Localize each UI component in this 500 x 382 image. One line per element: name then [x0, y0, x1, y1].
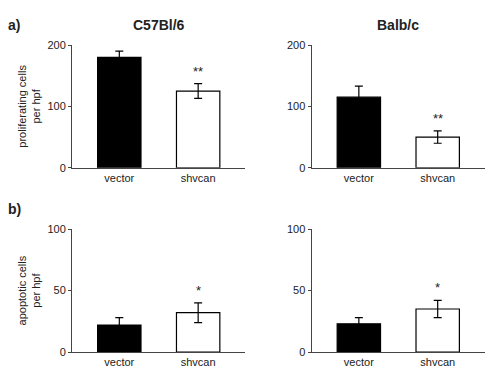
- svg-text:vector: vector: [104, 356, 134, 368]
- svg-text:200: 200: [47, 39, 65, 51]
- svg-text:0: 0: [60, 162, 66, 174]
- svg-text:proliferating cellsper hpf: proliferating cellsper hpf: [16, 65, 42, 148]
- svg-text:50: 50: [293, 284, 305, 296]
- svg-text:0: 0: [299, 346, 305, 358]
- svg-text:Balb/c: Balb/c: [377, 17, 419, 33]
- svg-text:200: 200: [287, 39, 305, 51]
- svg-text:C57Bl/6: C57Bl/6: [133, 17, 185, 33]
- svg-text:100: 100: [287, 223, 305, 235]
- svg-text:0: 0: [60, 346, 66, 358]
- svg-text:**: **: [193, 64, 203, 79]
- svg-text:*: *: [196, 283, 201, 298]
- svg-text:**: **: [433, 111, 443, 126]
- svg-text:shvcan: shvcan: [420, 356, 455, 368]
- svg-text:shvcan: shvcan: [420, 172, 455, 184]
- svg-text:100: 100: [47, 223, 65, 235]
- svg-text:100: 100: [287, 100, 305, 112]
- svg-text:a): a): [8, 17, 20, 33]
- svg-text:shvcan: shvcan: [181, 356, 216, 368]
- svg-text:vector: vector: [344, 356, 374, 368]
- svg-text:shvcan: shvcan: [181, 172, 216, 184]
- svg-text:vector: vector: [344, 172, 374, 184]
- svg-text:b): b): [8, 201, 21, 217]
- svg-text:100: 100: [47, 100, 65, 112]
- svg-text:0: 0: [299, 162, 305, 174]
- svg-text:vector: vector: [104, 172, 134, 184]
- svg-text:apoptotic cellsper hpf: apoptotic cellsper hpf: [16, 255, 42, 325]
- svg-text:*: *: [435, 280, 440, 295]
- svg-text:50: 50: [54, 284, 66, 296]
